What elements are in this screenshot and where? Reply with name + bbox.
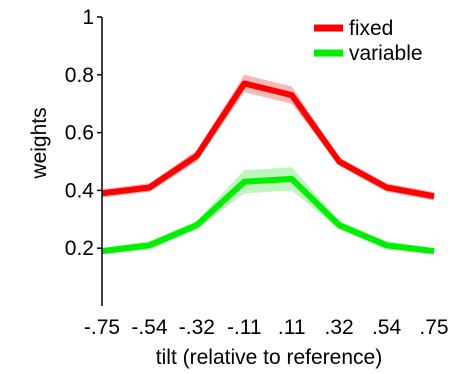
point-variable: [338, 224, 340, 226]
point-variable: [196, 224, 198, 226]
x-tick-label: .32: [325, 316, 354, 339]
point-variable: [148, 244, 150, 246]
x-tick-label: -.11: [227, 316, 262, 339]
point-variable: [433, 250, 435, 252]
y-tick-label: 0.2: [65, 237, 94, 260]
y-tick-label: 0.6: [65, 122, 94, 145]
y-ticks: 0.2 0.4 0.6 0.8 1: [65, 6, 102, 260]
point-variable: [291, 178, 293, 180]
y-tick-label: 1: [82, 6, 94, 29]
point-variable: [386, 244, 388, 246]
x-tick-label: .54: [372, 316, 402, 339]
line-fixed: [101, 80, 435, 200]
point-variable: [243, 181, 245, 183]
y-tick-label: 0.4: [65, 179, 95, 202]
series-lines: [101, 80, 435, 255]
point-fixed: [148, 187, 150, 189]
x-tick-label: .11: [278, 316, 306, 339]
confidence-bands: [102, 74, 434, 254]
x-ticks: -.75 -.54 -.32 -.11 .11 .32 .54 .75: [84, 316, 449, 339]
point-fixed: [196, 155, 198, 157]
point-fixed: [338, 161, 340, 162]
y-tick-label: 0.8: [65, 64, 94, 87]
x-tick-label: .75: [419, 316, 448, 339]
point-fixed: [291, 94, 293, 96]
legend-label-fixed: fixed: [349, 17, 393, 40]
point-fixed: [433, 195, 435, 197]
x-tick-label: -.32: [179, 316, 215, 339]
point-fixed: [243, 82, 245, 84]
x-tick-label: -.75: [84, 316, 120, 339]
x-tick-label: -.54: [131, 316, 168, 339]
y-axis-label: weights: [28, 107, 51, 179]
point-fixed: [386, 187, 388, 189]
legend-label-variable: variable: [349, 42, 423, 65]
x-axis-label: tilt (relative to reference): [156, 346, 382, 369]
line-variable: [101, 175, 435, 255]
